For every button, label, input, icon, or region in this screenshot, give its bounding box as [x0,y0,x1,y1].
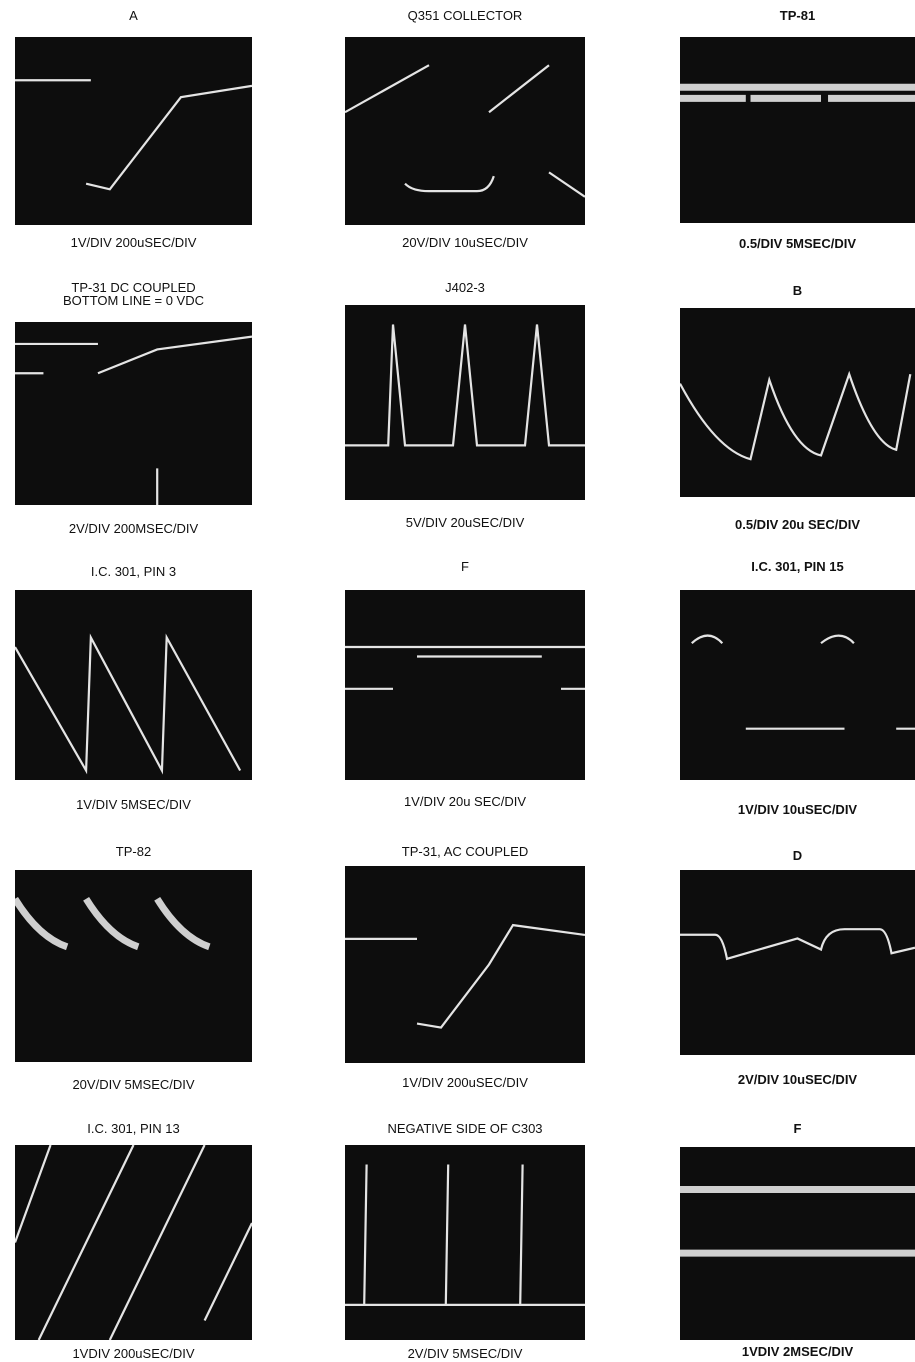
panel-caption: 20V/DIV 10uSEC/DIV [402,236,528,249]
panel-caption: 2V/DIV 5MSEC/DIV [408,1347,523,1360]
panel-title: I.C. 301, PIN 13 [87,1122,180,1135]
scope-trace [15,870,252,1062]
trace [15,638,240,771]
scope-trace [345,37,585,225]
panel-caption: 1V/DIV 5MSEC/DIV [76,798,191,811]
trace [680,374,910,459]
trace [692,636,915,729]
panel-title: F [794,1122,802,1135]
trace [15,80,252,189]
scope-trace [345,1145,585,1340]
scope-trace [15,1145,252,1340]
trace [345,647,585,689]
panel-caption: 1V/DIV 20u SEC/DIV [404,795,526,808]
trace [345,925,585,1027]
panel-title: I.C. 301, PIN 15 [751,560,844,573]
panel-title: TP-81 [780,9,815,22]
trace [345,1165,585,1305]
panel-caption: 1V/DIV 200uSEC/DIV [71,236,197,249]
scope-trace [680,590,915,780]
panel-caption: 20V/DIV 5MSEC/DIV [72,1078,194,1091]
scope-trace [15,37,252,225]
panel-title: NEGATIVE SIDE OF C303 [387,1122,542,1135]
scope-trace [345,305,585,500]
panel-title: TP-31, AC COUPLED [402,845,528,858]
panel-caption: 2V/DIV 10uSEC/DIV [738,1073,857,1086]
panel-title: F [461,560,469,573]
scope-trace [680,870,915,1055]
page: A 1V/DIV 200uSEC/DIV Q351 COLLECTOR 20V/DIV… [0,0,915,1362]
scope-trace [15,322,252,505]
scope-trace [680,1147,915,1340]
panel-caption: 1VDIV 200uSEC/DIV [72,1347,194,1360]
panel-caption: 5V/DIV 20uSEC/DIV [406,516,525,529]
scope-trace [680,308,915,497]
panel-title: B [793,284,802,297]
panel-title: A [129,9,138,22]
panel-title: TP-82 [116,845,151,858]
trace [345,325,585,446]
scope-trace [680,37,915,223]
panel-caption: 1V/DIV 200uSEC/DIV [402,1076,528,1089]
trace [15,1145,252,1340]
scope-trace [345,866,585,1063]
scope-trace [345,590,585,780]
panel-title: I.C. 301, PIN 3 [91,565,176,578]
panel-caption: 0.5/DIV 5MSEC/DIV [739,237,856,250]
panel-title: BOTTOM LINE = 0 VDC [63,294,204,307]
panel-title: J402-3 [445,281,485,294]
trace [15,899,209,947]
trace [345,65,585,197]
panel-caption: 2V/DIV 200MSEC/DIV [69,522,198,535]
trace [680,929,915,959]
panel-title: Q351 COLLECTOR [408,9,523,22]
panel-caption: 1VDIV 2MSEC/DIV [742,1345,853,1358]
panel-title: D [793,849,802,862]
trace [15,337,252,374]
panel-caption: 0.5/DIV 20u SEC/DIV [735,518,860,531]
panel-caption: 1V/DIV 10uSEC/DIV [738,803,857,816]
scope-trace [15,590,252,780]
trace [15,373,157,505]
